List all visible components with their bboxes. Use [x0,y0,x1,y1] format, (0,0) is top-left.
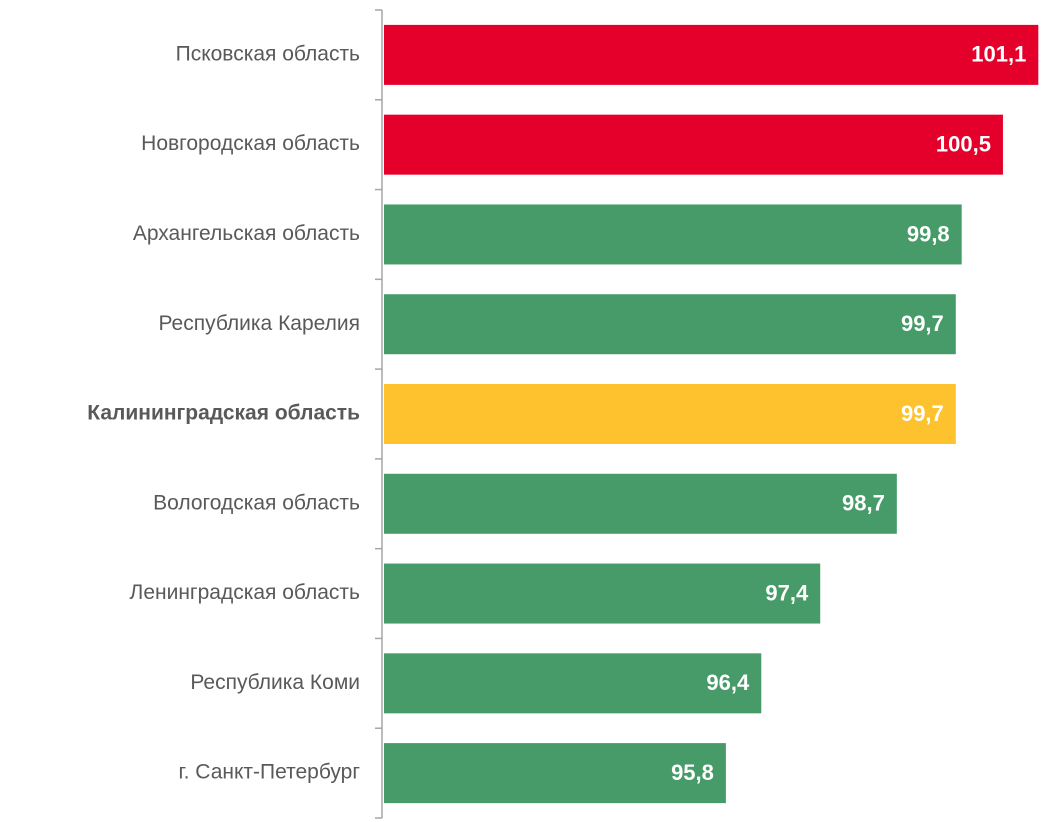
category-label: Республика Карелия [158,312,360,335]
value-label: 95,8 [671,760,714,785]
bar [384,563,821,624]
category-label: Калининградская область [87,402,360,425]
category-label: Новгородская область [141,132,360,155]
bar [384,24,1039,85]
value-label: 100,5 [936,131,991,156]
category-label: г. Санкт-Петербург [179,761,361,784]
category-label: Псковская область [176,42,360,65]
value-label: 98,7 [842,491,885,516]
value-label: 101,1 [971,42,1026,67]
bar [384,743,726,804]
bar [384,653,762,714]
category-label: Архангельская область [133,222,360,245]
bar [384,204,962,265]
bar [384,294,956,355]
value-label: 97,4 [765,580,809,605]
value-label: 99,8 [907,221,950,246]
bar [384,384,956,444]
category-label: Ленинградская область [130,581,361,604]
category-label: Вологодская область [153,491,360,514]
value-label: 96,4 [706,670,750,695]
category-label: Республика Коми [190,671,360,694]
bar [384,114,1003,175]
value-label: 99,7 [901,311,944,336]
value-label: 99,7 [901,401,944,426]
bar [384,473,897,534]
